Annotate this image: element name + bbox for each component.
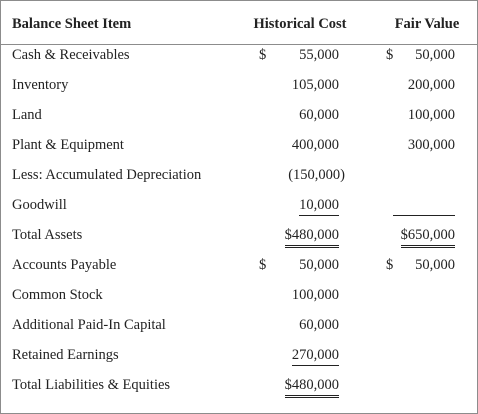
historical-cost-value: 400,000: [259, 136, 339, 154]
amount: 10,000: [299, 196, 339, 216]
historical-cost-value: (150,000): [259, 166, 345, 184]
fair-value-value: 200,000: [386, 76, 455, 94]
fair-value-value: $650,000: [386, 226, 455, 248]
table-row: Less: Accumulated Depreciation (150,000): [1, 163, 477, 193]
fair-value-value: $ 50,000: [386, 46, 455, 64]
header-historical-cost: Historical Cost: [253, 16, 347, 32]
row-item-label: Total Assets: [12, 227, 83, 243]
historical-cost-value: 60,000: [259, 316, 339, 334]
row-item-label: Inventory: [12, 77, 69, 93]
table-row: Land 60,000 100,000: [1, 103, 477, 133]
amount: 50,000: [415, 47, 455, 63]
amount: 60,000: [299, 317, 339, 333]
fair-value-value: 300,000: [386, 136, 455, 154]
amount: $480,000: [284, 376, 339, 398]
table-row: Total Liabilities & Equities $480,000: [1, 373, 477, 403]
row-item-label: Common Stock: [12, 287, 103, 303]
amount: 55,000: [299, 47, 339, 63]
amount: 105,000: [291, 77, 339, 93]
currency-symbol: $: [259, 47, 267, 63]
table-row: Cash & Receivables $ 55,000 $ 50,000: [1, 43, 477, 73]
table-row: Common Stock 100,000: [1, 283, 477, 313]
currency-symbol: $: [259, 257, 267, 273]
header-balance-sheet-item: Balance Sheet Item: [12, 16, 132, 32]
table-row: Plant & Equipment 400,000 300,000: [1, 133, 477, 163]
amount: 270,000: [291, 346, 339, 366]
fair-value-value: $ 50,000: [386, 256, 455, 274]
amount: 200,000: [407, 77, 455, 93]
currency-symbol: $: [386, 257, 394, 273]
row-item-label: Additional Paid-In Capital: [12, 317, 166, 333]
amount: $480,000: [284, 226, 339, 248]
amount: (150,000): [288, 167, 345, 183]
row-item-label: Cash & Receivables: [12, 47, 130, 63]
table-row: Total Assets $480,000 $650,000: [1, 223, 477, 253]
amount: 400,000: [291, 137, 339, 153]
row-item-label: Retained Earnings: [12, 347, 119, 363]
row-item-label: Plant & Equipment: [12, 137, 124, 153]
table-row: Accounts Payable $ 50,000 $ 50,000: [1, 253, 477, 283]
fair-value-value: 100,000: [386, 106, 455, 124]
row-item-label: Total Liabilities & Equities: [12, 377, 171, 393]
fair-value-subtotal-line: [393, 197, 455, 216]
table-header: Balance Sheet Item Historical Cost Fair …: [1, 1, 477, 45]
amount: 50,000: [415, 257, 455, 273]
table-row: Inventory 105,000 200,000: [1, 73, 477, 103]
header-fair-value: Fair Value: [394, 16, 460, 32]
historical-cost-value: 10,000: [259, 196, 339, 216]
historical-cost-value: $ 55,000: [259, 46, 339, 64]
amount: 100,000: [291, 287, 339, 303]
amount: 60,000: [299, 107, 339, 123]
amount: 300,000: [407, 137, 455, 153]
table-row: Additional Paid-In Capital 60,000: [1, 313, 477, 343]
currency-symbol: $: [386, 47, 394, 63]
historical-cost-value: 100,000: [259, 286, 339, 304]
historical-cost-value: 270,000: [259, 346, 339, 366]
row-item-label: Accounts Payable: [12, 257, 117, 273]
historical-cost-value: $480,000: [259, 226, 339, 248]
amount: 50,000: [299, 257, 339, 273]
amount: 100,000: [407, 107, 455, 123]
row-item-label: Less: Accumulated Depreciation: [12, 167, 202, 183]
historical-cost-value: $480,000: [259, 376, 339, 398]
table-row: Goodwill 10,000: [1, 193, 477, 223]
historical-cost-value: 105,000: [259, 76, 339, 94]
historical-cost-value: 60,000: [259, 106, 339, 124]
historical-cost-value: $ 50,000: [259, 256, 339, 274]
amount: $650,000: [400, 226, 455, 248]
table-row: Retained Earnings 270,000: [1, 343, 477, 373]
row-item-label: Land: [12, 107, 42, 123]
row-item-label: Goodwill: [12, 197, 67, 213]
